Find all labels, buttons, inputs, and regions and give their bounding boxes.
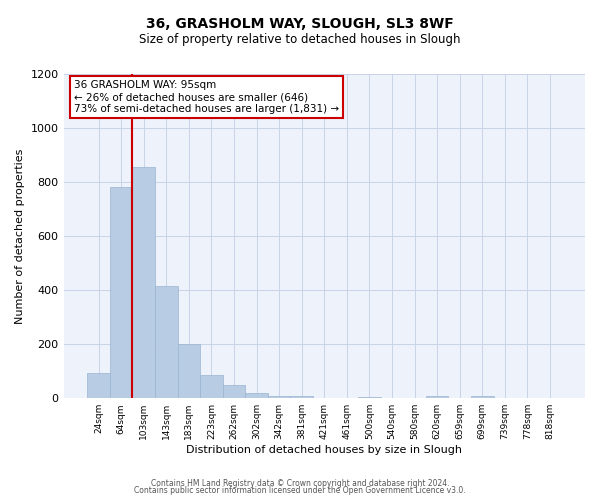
- Bar: [155, 286, 178, 398]
- Text: 36, GRASHOLM WAY, SLOUGH, SL3 8WF: 36, GRASHOLM WAY, SLOUGH, SL3 8WF: [146, 18, 454, 32]
- Bar: [223, 384, 245, 398]
- Bar: [87, 372, 110, 398]
- Bar: [178, 344, 200, 398]
- Text: Contains public sector information licensed under the Open Government Licence v3: Contains public sector information licen…: [134, 486, 466, 495]
- Text: 36 GRASHOLM WAY: 95sqm
← 26% of detached houses are smaller (646)
73% of semi-de: 36 GRASHOLM WAY: 95sqm ← 26% of detached…: [74, 80, 339, 114]
- Bar: [268, 396, 290, 398]
- X-axis label: Distribution of detached houses by size in Slough: Distribution of detached houses by size …: [186, 445, 462, 455]
- Y-axis label: Number of detached properties: Number of detached properties: [15, 148, 25, 324]
- Text: Size of property relative to detached houses in Slough: Size of property relative to detached ho…: [139, 32, 461, 46]
- Bar: [245, 393, 268, 398]
- Bar: [200, 375, 223, 398]
- Bar: [358, 397, 381, 398]
- Text: Contains HM Land Registry data © Crown copyright and database right 2024.: Contains HM Land Registry data © Crown c…: [151, 478, 449, 488]
- Bar: [133, 167, 155, 398]
- Bar: [426, 396, 448, 398]
- Bar: [110, 188, 133, 398]
- Bar: [471, 396, 494, 398]
- Bar: [290, 396, 313, 398]
